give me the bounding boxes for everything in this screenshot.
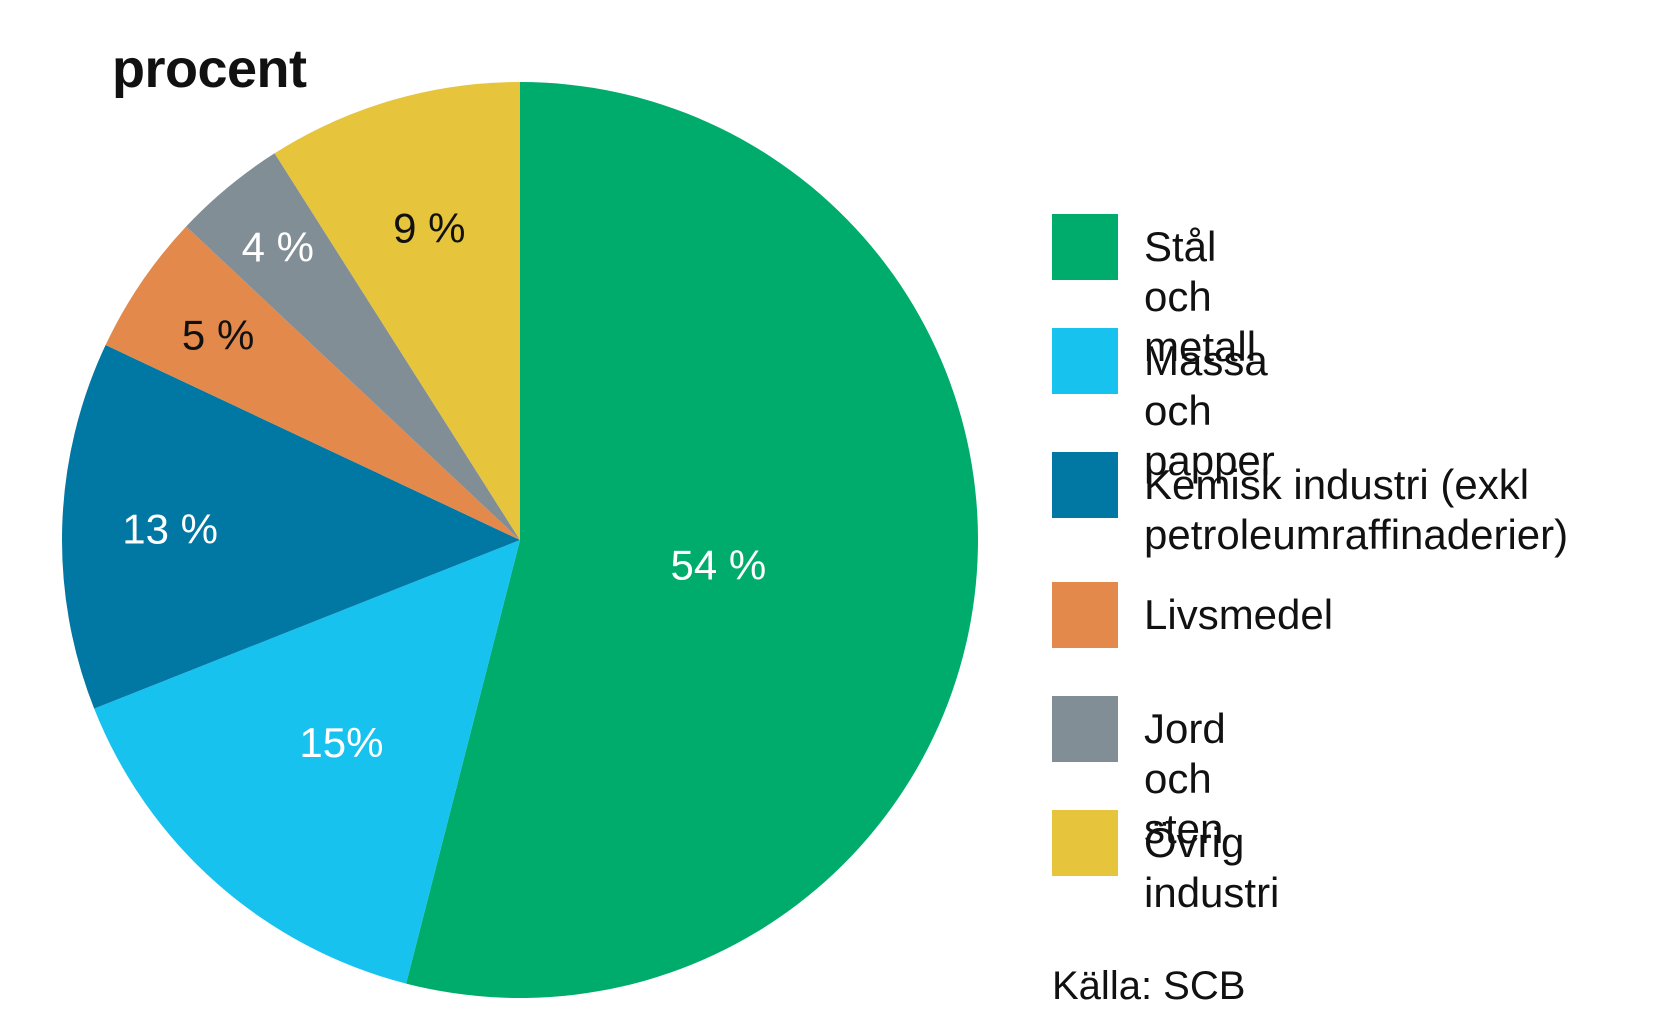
legend-swatch (1052, 582, 1118, 648)
pie-slices (61, 82, 978, 998)
legend-label: Massa och papper (1144, 337, 1275, 484)
data-label-jord-och-sten: 4 % (242, 224, 314, 271)
data-label-massa-och-papper: 15% (299, 719, 383, 766)
legend-swatch (1052, 214, 1118, 280)
pie-slice-labels: 54 % 15% 13 % 5 % 4 % 9 % (122, 204, 766, 766)
legend-item-ovrig-industri: Övrig industri (1052, 810, 1279, 918)
legend-label: Jord och sten (1144, 705, 1226, 852)
legend-label: Kemisk industri (exkl petroleumraffinade… (1144, 461, 1569, 558)
pie-slice-stal-och-metall (406, 82, 978, 998)
legend-item-kemisk-industri-exkl-petroleumraffinaderier: Kemisk industri (exkl petroleumraffinade… (1052, 452, 1568, 560)
chart-unit-title: procent (112, 39, 307, 99)
pie-slice-livsmedel (105, 226, 521, 541)
legend-swatch (1052, 328, 1118, 394)
legend-label: Övrig industri (1144, 819, 1280, 916)
data-label-kemisk-industri-exkl-petroleumraffinaderier: 13 % (122, 506, 218, 553)
legend-label: Livsmedel (1144, 591, 1334, 638)
legend-item-livsmedel: Livsmedel (1052, 582, 1333, 648)
legend-label: Stål och metall (1144, 223, 1257, 370)
pie-slice-kemisk-industri-exkl-petroleumraffinaderier (61, 344, 520, 709)
pie-slice-ovrig-industri (274, 82, 520, 540)
legend-swatch (1052, 452, 1118, 518)
legend-swatch (1052, 696, 1118, 762)
data-label-ovrig-industri: 9 % (393, 204, 465, 251)
legend-item-massa-och-papper: Massa och papper (1052, 328, 1275, 486)
pie-slice-jord-och-sten (186, 153, 520, 541)
data-label-stal-och-metall: 54 % (671, 542, 767, 589)
data-label-livsmedel: 5 % (182, 311, 254, 358)
legend-item-stal-och-metall: Stål och metall (1052, 214, 1256, 372)
pie-slice-massa-och-papper (94, 540, 521, 984)
legend-swatch (1052, 810, 1118, 876)
legend-item-jord-och-sten: Jord och sten (1052, 696, 1226, 854)
chart-source: Källa: SCB (1052, 964, 1246, 1008)
